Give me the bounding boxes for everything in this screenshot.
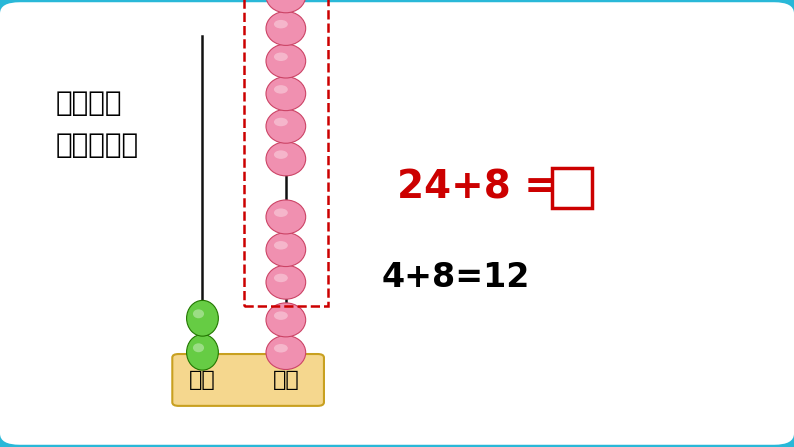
Ellipse shape [274, 20, 287, 29]
Ellipse shape [266, 109, 306, 143]
Ellipse shape [266, 44, 306, 78]
Bar [552, 168, 592, 208]
Ellipse shape [274, 344, 287, 353]
Ellipse shape [274, 241, 287, 249]
FancyBboxPatch shape [172, 354, 324, 406]
Ellipse shape [193, 309, 204, 318]
Ellipse shape [266, 200, 306, 234]
Ellipse shape [266, 0, 306, 13]
Ellipse shape [266, 336, 306, 370]
Ellipse shape [266, 232, 306, 266]
Bar [244, 0, 328, 306]
Text: 24+8 =: 24+8 = [397, 169, 557, 207]
Ellipse shape [193, 343, 204, 352]
Ellipse shape [274, 85, 287, 93]
Ellipse shape [274, 312, 287, 320]
Ellipse shape [266, 303, 306, 337]
Ellipse shape [187, 300, 218, 336]
Ellipse shape [274, 150, 287, 159]
Ellipse shape [266, 142, 306, 176]
Ellipse shape [266, 76, 306, 110]
Ellipse shape [266, 12, 306, 46]
Ellipse shape [274, 53, 287, 61]
Ellipse shape [274, 208, 287, 217]
Ellipse shape [274, 274, 287, 282]
Ellipse shape [266, 265, 306, 299]
Text: 十位: 十位 [189, 370, 216, 390]
Text: 4+8=12: 4+8=12 [381, 261, 530, 294]
Ellipse shape [187, 334, 218, 370]
Text: 在计数器
上拨一拨。: 在计数器 上拨一拨。 [56, 89, 139, 159]
Ellipse shape [274, 118, 287, 126]
Text: 个位: 个位 [272, 370, 299, 390]
